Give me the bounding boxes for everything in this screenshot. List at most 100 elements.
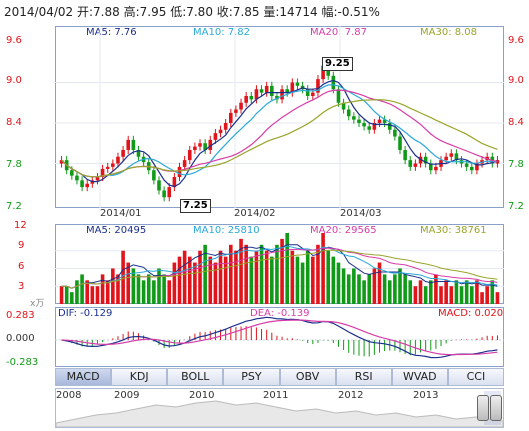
- tab-cci[interactable]: CCI: [447, 368, 504, 386]
- candle-body-30: [213, 133, 218, 140]
- candle-body-51: [321, 65, 325, 80]
- tab-macd[interactable]: MACD: [55, 368, 112, 386]
- volume-bar-83: [485, 286, 489, 304]
- volume-bar-55: [341, 268, 346, 304]
- candle-body-62: [377, 119, 382, 123]
- macd-histogram: [55, 316, 504, 359]
- candle-body-42: [275, 96, 279, 100]
- price-xtick-1: 2014/02: [234, 208, 276, 219]
- candle-body-61: [372, 123, 377, 130]
- volume-bar-53: [331, 256, 336, 304]
- candle-body-80: [470, 166, 474, 171]
- candle-body-66: [398, 136, 402, 150]
- price-candles: [55, 26, 504, 208]
- candle-body-28: [203, 143, 207, 150]
- tab-rsi[interactable]: RSI: [335, 368, 392, 386]
- change-value: -0.51%: [337, 5, 380, 19]
- volume-bar-59: [362, 280, 366, 304]
- volume-bar-70: [418, 280, 423, 304]
- price-ytick-left-4: 7.2: [6, 201, 22, 212]
- candle-body-18: [152, 170, 156, 181]
- volume-bar-54: [336, 262, 341, 304]
- vol-ma30-label: MA30: 38761: [420, 225, 487, 236]
- candle-body-79: [464, 163, 469, 167]
- price-ytick-right-0: 9.6: [508, 35, 524, 46]
- volume-bar-2: [70, 292, 74, 304]
- volume-bar-1: [64, 286, 69, 304]
- candle-body-39: [259, 89, 264, 93]
- low-value: 7.80: [186, 5, 213, 19]
- volume-bar-49: [311, 256, 315, 304]
- ma30-label: MA30: 8.08: [420, 27, 478, 38]
- year-2009: 2009: [114, 390, 140, 401]
- dea-label: DEA: -0.139: [250, 308, 310, 319]
- year-2011: 2011: [263, 390, 289, 401]
- tab-wvad[interactable]: WVAD: [391, 368, 448, 386]
- volume-bar-0: [59, 286, 64, 304]
- volume-bars: [55, 232, 504, 304]
- candle-body-15: [136, 150, 141, 157]
- candle-body-46: [295, 82, 300, 86]
- volume-bar-20: [162, 274, 166, 304]
- candle-body-21: [167, 187, 172, 198]
- volume-bar-5: [85, 280, 89, 304]
- volume-bar-78: [459, 286, 464, 304]
- volume-bar-40: [264, 250, 269, 304]
- candle-body-64: [387, 123, 392, 130]
- volume-bar-48: [305, 250, 310, 304]
- volume-bar-74: [439, 286, 443, 304]
- candle-body-32: [223, 123, 228, 130]
- candle-body-22: [172, 177, 177, 188]
- volume-bar-17: [146, 274, 151, 304]
- timeline-handle-right[interactable]: [490, 395, 502, 421]
- candle-body-55: [341, 102, 346, 110]
- price-ytick-right-4: 7.2: [508, 201, 524, 212]
- candle-body-48: [305, 89, 310, 96]
- volume-bar-16: [141, 280, 146, 304]
- volume-bar-28: [203, 244, 207, 304]
- year-2008: 2008: [56, 390, 82, 401]
- candle-body-35: [239, 102, 243, 110]
- open-label: 开:: [77, 5, 94, 19]
- dif-label: DIF: -0.129: [58, 308, 113, 319]
- close-value: 7.85: [232, 5, 260, 19]
- indicator-tabs: MACD KDJ BOLL PSY OBV RSI WVAD CCI: [55, 368, 504, 386]
- timeline-handle-left[interactable]: [477, 395, 489, 421]
- candle-body-77: [454, 153, 459, 161]
- candle-body-13: [126, 139, 131, 150]
- candle-body-36: [244, 96, 248, 103]
- volume-bar-57: [352, 268, 356, 304]
- volume-bar-24: [182, 250, 187, 304]
- tab-psy[interactable]: PSY: [223, 368, 280, 386]
- price-ytick-left-0: 9.6: [6, 35, 22, 46]
- candle-body-31: [218, 129, 223, 134]
- macd-ytick-1: 0.000: [6, 333, 35, 344]
- volume-bar-4: [80, 274, 84, 304]
- tab-kdj[interactable]: KDJ: [111, 368, 168, 386]
- timeline-slider[interactable]: 2008 2009 2010 2011 2012 2013: [55, 388, 504, 428]
- volume-bar-38: [254, 250, 259, 304]
- high-callout: 9.25: [322, 57, 353, 71]
- volume-bar-47: [300, 262, 305, 304]
- macd-ytick-0: 0.283: [6, 310, 35, 321]
- volume-bar-30: [213, 262, 218, 304]
- volume-bar-35: [239, 238, 243, 304]
- candle-body-26: [193, 146, 197, 150]
- vol-ma10-line: [61, 245, 498, 289]
- volume-bar-81: [475, 280, 479, 304]
- volume-bar-82: [480, 292, 484, 304]
- volume-bar-67: [403, 274, 407, 304]
- volume-bar-50: [316, 244, 320, 304]
- volume-bar-13: [126, 262, 131, 304]
- ma10-label: MA10: 7.82: [193, 27, 251, 38]
- tab-obv[interactable]: OBV: [279, 368, 336, 386]
- candle-body-59: [362, 123, 366, 127]
- candle-body-85: [495, 160, 500, 164]
- candle-body-45: [290, 82, 295, 93]
- volume-bar-46: [295, 256, 300, 304]
- candle-body-37: [249, 96, 254, 100]
- candle-body-27: [198, 143, 202, 147]
- tab-boll[interactable]: BOLL: [167, 368, 224, 386]
- vol-ytick-3: 3: [18, 281, 25, 292]
- volume-bar-12: [121, 250, 125, 304]
